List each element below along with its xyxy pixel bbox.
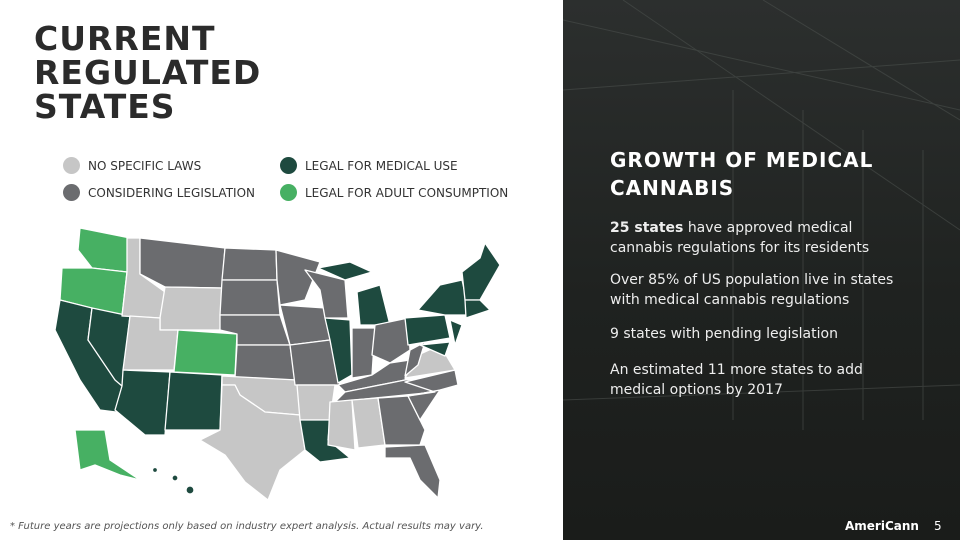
point-text: Over 85% of US population live in states… [610,272,894,308]
state [77,227,131,273]
state [234,344,296,381]
logo: AmeriCann [845,519,919,533]
state [304,269,349,319]
state [151,466,159,474]
point-bold: 25 states [610,220,684,236]
legend-swatch [280,184,297,201]
state [219,279,281,316]
legend-label: LEGAL FOR ADULT CONSUMPTION [305,185,509,200]
state [404,314,451,346]
legend-item: LEGAL FOR ADULT CONSUMPTION [280,184,508,201]
state [419,341,451,357]
greenhouse-background [563,0,960,430]
state [317,261,373,281]
state [384,444,441,499]
us-map [54,227,501,501]
state [173,329,238,376]
state [461,242,501,301]
state [356,284,391,326]
point: Over 85% of US population live in states… [610,270,910,310]
legend-item: LEGAL FOR MEDICAL USE [280,157,458,174]
point: An estimated 11 more states to add medic… [610,360,910,400]
legend-swatch [63,184,80,201]
point: 9 states with pending legislation [610,324,910,344]
state [377,395,426,446]
legend-label: NO SPECIFIC LAWS [88,158,202,173]
state [371,317,411,364]
state [199,384,306,501]
state [324,317,353,384]
state [417,279,471,316]
state [159,286,223,331]
state [164,371,223,431]
state [114,369,171,436]
state [449,319,463,346]
point-text: 9 states with pending legislation [610,326,838,342]
legend-label: LEGAL FOR MEDICAL USE [305,158,458,173]
legend-swatch [63,157,80,174]
legend-item: NO SPECIFIC LAWS [63,157,201,174]
footnote: * Future years are projections only base… [10,521,484,532]
legend-label: CONSIDERING LEGISLATION [88,185,255,200]
panel-heading: GROWTH OF MEDICAL CANNABIS [610,148,874,200]
point-text: An estimated 11 more states to add medic… [610,362,863,398]
state [464,299,491,319]
legend-item: CONSIDERING LEGISLATION [63,184,255,201]
side-panel: GROWTH OF MEDICAL CANNABIS 25 states hav… [563,0,960,540]
point-text: have approved medical cannabis regulatio… [610,220,870,256]
state [171,474,179,482]
page-number: 5 [934,519,942,533]
point: 25 states have approved medical cannabis… [610,218,910,258]
state [74,429,141,481]
state [139,237,226,289]
legend-swatch [280,157,297,174]
state [185,485,195,495]
title: CURRENT REGULATED STATES [34,19,262,126]
state [275,249,321,306]
state [327,399,356,451]
state [221,247,278,281]
